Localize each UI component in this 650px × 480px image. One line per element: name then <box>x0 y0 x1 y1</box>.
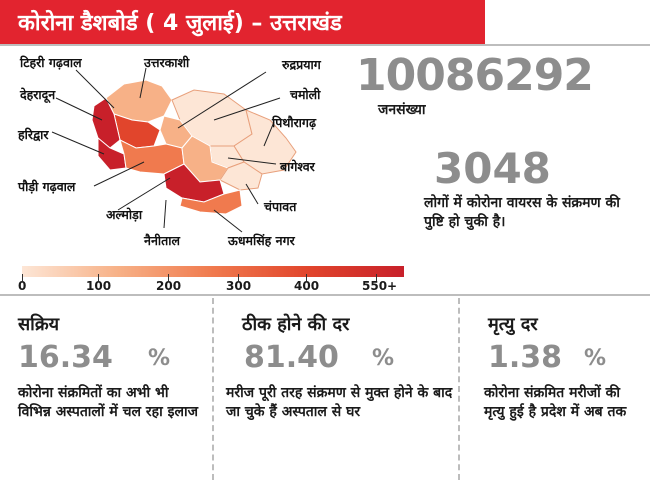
label-nainital: नैनीताल <box>144 233 180 248</box>
legend-label: 400 <box>294 279 320 293</box>
legend-color-scale <box>22 266 404 277</box>
district-pithoragarh <box>233 109 297 175</box>
stat-description: कोरोना संक्रमित मरीजों की मृत्यु हुई है … <box>484 385 627 420</box>
label-rudraprayag: रुद्रप्रयाग <box>282 57 321 72</box>
panel-separator <box>212 298 214 480</box>
uttarakhand-map-svg <box>51 67 297 233</box>
legend-tick <box>168 274 169 281</box>
divider <box>0 44 650 46</box>
legend-tick <box>238 274 239 281</box>
label-haridwar: हरिद्वार <box>18 127 49 142</box>
stat-title: मृत्यु दर <box>488 314 538 335</box>
label-tehri: टिहरी गढ़वाल <box>20 55 82 70</box>
cases-description: लोगों में कोरोना वायरस के संक्रमण की पुष… <box>424 195 620 230</box>
stat-value: 16.34 <box>18 340 113 375</box>
legend-label: 550+ <box>362 279 398 293</box>
legend-tick <box>98 274 99 281</box>
label-udhamsingh-nagar: ऊधमसिंह नगर <box>228 233 295 248</box>
label-pauri: पौड़ी गढ़वाल <box>18 179 76 194</box>
stat-unit: % <box>584 346 607 371</box>
population-label: जनसंख्या <box>378 102 426 118</box>
label-dehradun: देहरादून <box>20 87 56 102</box>
label-pithoragarh: पिथौरागढ़ <box>272 115 316 130</box>
district-map: टिहरी गढ़वाल उत्तरकाशी रुद्रप्रयाग देहरा… <box>14 50 354 255</box>
header-banner: कोरोना डैशबोर्ड ( 4 जुलाई) – उत्तराखंड <box>0 0 485 44</box>
stat-description: मरीज पूरी तरह संक्रमण से मुक्त होने के ब… <box>226 385 453 420</box>
stat-value: 81.40 <box>244 340 339 375</box>
legend-label: 100 <box>86 279 112 293</box>
stat-value: 1.38 <box>488 340 563 375</box>
stat-title: सक्रिय <box>18 314 60 335</box>
legend-label: 300 <box>226 279 252 293</box>
legend-tick <box>306 274 307 281</box>
divider <box>0 294 650 296</box>
label-chamoli: चमोली <box>290 87 321 102</box>
stat-unit: % <box>148 346 171 371</box>
stat-title: ठीक होने की दर <box>242 314 350 335</box>
panel-separator <box>458 298 460 480</box>
legend-tick <box>22 274 23 281</box>
label-uttarkashi: उत्तरकाशी <box>144 55 190 70</box>
cases-value: 3048 <box>434 144 551 193</box>
label-bageshwar: बागेश्वर <box>280 159 315 174</box>
legend-label: 200 <box>156 279 182 293</box>
legend-tick <box>376 274 377 281</box>
population-value: 10086292 <box>356 50 594 101</box>
district-udhamsingh-nagar <box>179 189 243 215</box>
legend-label: 0 <box>18 279 27 293</box>
stat-unit: % <box>372 346 395 371</box>
stat-description: कोरोना संक्रमितों का अभी भी विभिन्न अस्प… <box>18 385 198 420</box>
label-almora: अल्मोड़ा <box>106 207 143 222</box>
page-title: कोरोना डैशबोर्ड ( 4 जुलाई) – उत्तराखंड <box>18 11 342 36</box>
label-champawat: चंपावत <box>264 199 297 214</box>
